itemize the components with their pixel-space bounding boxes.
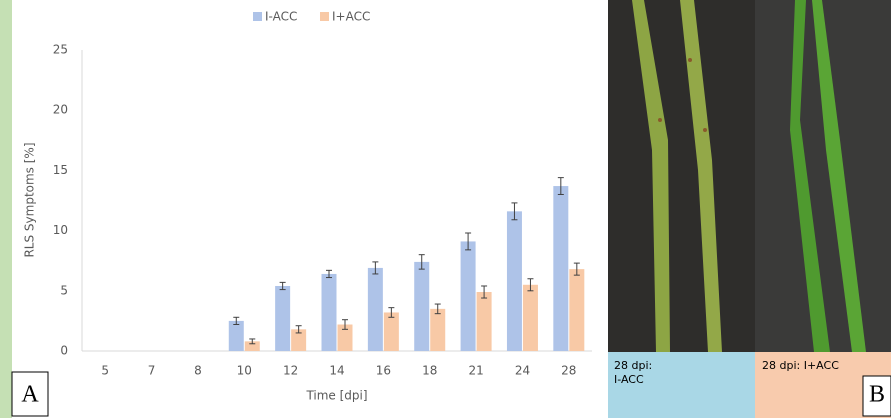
y-tick-label: 5	[60, 283, 68, 297]
bar	[523, 285, 538, 351]
photo-caption: 28 dpi: I+ACC	[762, 359, 839, 372]
bar	[461, 241, 476, 351]
y-tick-label: 0	[60, 344, 68, 358]
y-tick-label: 20	[53, 103, 68, 117]
y-tick-label: 15	[53, 163, 68, 177]
bar	[569, 269, 584, 351]
legend-swatch	[320, 12, 329, 21]
x-tick-label: 24	[515, 364, 530, 378]
border-strip	[0, 0, 12, 418]
x-tick-label: 21	[468, 364, 483, 378]
bar	[414, 262, 429, 351]
photo-caption: I-ACC	[614, 373, 644, 386]
photo-left	[608, 0, 755, 352]
bar	[507, 211, 522, 351]
x-tick-label: 16	[376, 364, 391, 378]
legend-swatch	[253, 12, 262, 21]
x-tick-label: 5	[101, 364, 109, 378]
bar	[368, 268, 383, 351]
bar	[430, 309, 445, 351]
bar	[322, 274, 337, 351]
panel-label: B	[869, 382, 885, 408]
photo-right	[755, 0, 891, 352]
panel-label: A	[21, 382, 39, 408]
y-axis-label: RLS Symptoms [%]	[23, 142, 37, 257]
x-tick-label: 8	[194, 364, 202, 378]
x-tick-label: 18	[422, 364, 437, 378]
bar	[477, 292, 492, 351]
bar	[229, 321, 244, 351]
x-tick-label: 14	[329, 364, 344, 378]
x-tick-label: 10	[237, 364, 252, 378]
x-axis-label: Time [dpi]	[305, 389, 367, 403]
x-tick-label: 12	[283, 364, 298, 378]
y-tick-label: 10	[53, 223, 68, 237]
legend-label: I-ACC	[265, 10, 297, 24]
legend-label: I+ACC	[332, 10, 370, 24]
figure: RLS Symptoms [%] Time [dpi] A 28 dpi: I-…	[0, 0, 891, 418]
bar	[553, 186, 568, 351]
y-tick-label: 25	[53, 43, 68, 57]
x-tick-label: 28	[561, 364, 576, 378]
bar	[275, 286, 290, 351]
x-tick-label: 7	[148, 364, 156, 378]
photo-caption: 28 dpi:	[614, 359, 652, 372]
bar	[384, 312, 399, 351]
